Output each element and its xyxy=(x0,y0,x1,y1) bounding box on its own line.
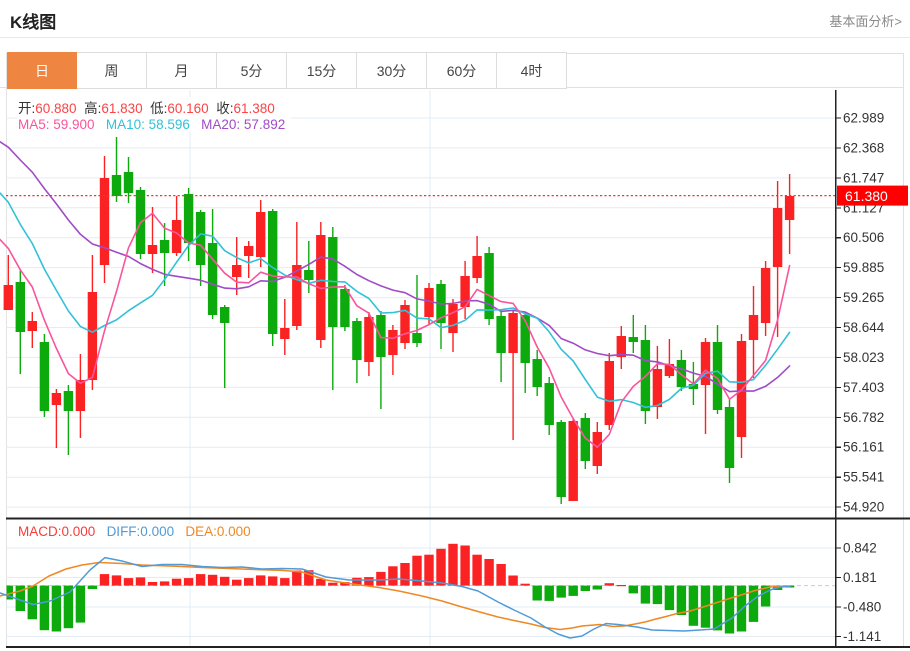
svg-text:56.782: 56.782 xyxy=(843,410,884,425)
svg-text:59.265: 59.265 xyxy=(843,290,884,305)
svg-text:58.023: 58.023 xyxy=(843,350,884,365)
svg-text:0.181: 0.181 xyxy=(843,570,877,585)
svg-text:61.747: 61.747 xyxy=(843,170,884,185)
svg-text:0.842: 0.842 xyxy=(843,541,877,556)
svg-text:62.368: 62.368 xyxy=(843,140,884,155)
svg-text:54.920: 54.920 xyxy=(843,500,884,515)
svg-text:-0.480: -0.480 xyxy=(843,600,881,615)
svg-text:-1.141: -1.141 xyxy=(843,629,881,644)
svg-text:61.380: 61.380 xyxy=(845,188,888,204)
svg-text:56.161: 56.161 xyxy=(843,440,884,455)
svg-text:58.644: 58.644 xyxy=(843,320,885,335)
svg-text:60.506: 60.506 xyxy=(843,230,884,245)
svg-text:62.989: 62.989 xyxy=(843,111,884,126)
svg-text:55.541: 55.541 xyxy=(843,470,884,485)
svg-text:59.885: 59.885 xyxy=(843,260,884,275)
svg-text:57.403: 57.403 xyxy=(843,380,884,395)
